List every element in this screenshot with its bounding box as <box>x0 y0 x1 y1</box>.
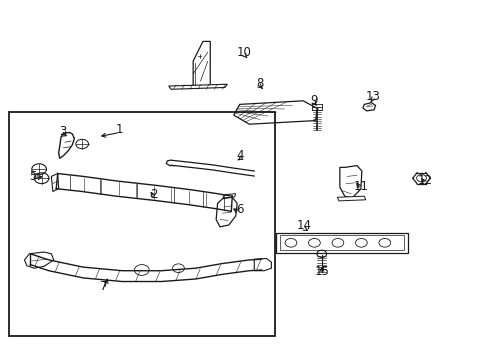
Text: 9: 9 <box>310 94 318 107</box>
Polygon shape <box>254 258 271 271</box>
Polygon shape <box>233 101 317 124</box>
Polygon shape <box>362 103 375 111</box>
Text: 4: 4 <box>236 149 244 162</box>
Text: 5: 5 <box>29 170 37 183</box>
Polygon shape <box>24 252 54 268</box>
Text: 1: 1 <box>116 123 123 136</box>
Polygon shape <box>188 41 210 86</box>
Text: 14: 14 <box>296 219 311 232</box>
Polygon shape <box>223 194 235 198</box>
Text: 3: 3 <box>59 125 66 138</box>
Polygon shape <box>59 132 74 158</box>
Text: 15: 15 <box>314 265 329 278</box>
Text: 6: 6 <box>235 203 243 216</box>
Bar <box>9 112 275 336</box>
Text: 8: 8 <box>256 77 264 90</box>
Polygon shape <box>168 84 227 89</box>
Text: 13: 13 <box>365 90 379 103</box>
Polygon shape <box>171 160 254 176</box>
Bar <box>276 233 407 253</box>
Polygon shape <box>216 197 237 227</box>
Text: 2: 2 <box>150 188 158 201</box>
Polygon shape <box>56 174 232 211</box>
Text: 10: 10 <box>237 46 251 59</box>
Text: 11: 11 <box>353 180 367 193</box>
Polygon shape <box>339 166 361 198</box>
Polygon shape <box>51 174 59 192</box>
Text: 12: 12 <box>417 174 432 187</box>
Polygon shape <box>30 254 261 282</box>
Text: 7: 7 <box>100 280 108 293</box>
Polygon shape <box>337 196 365 201</box>
Bar <box>280 235 404 250</box>
